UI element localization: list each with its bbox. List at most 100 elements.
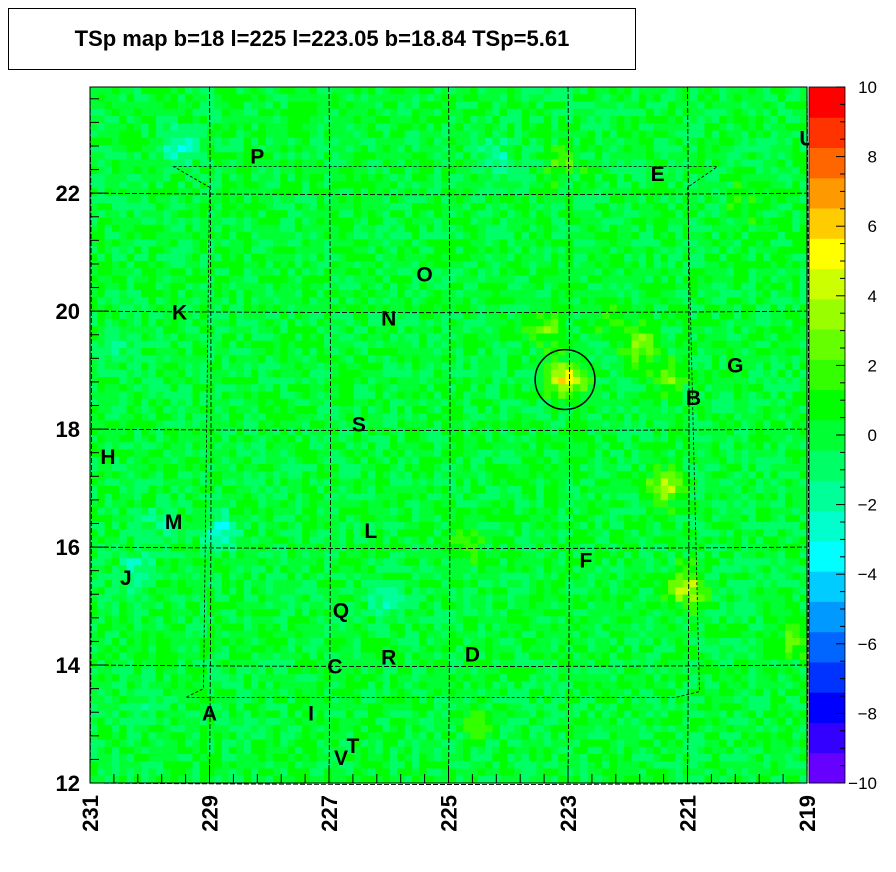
heatmap-cell [594, 435, 603, 443]
heatmap-cell [792, 384, 801, 393]
heatmap-cell [316, 217, 325, 226]
heatmap-cell [470, 166, 479, 175]
heatmap-cell [199, 442, 208, 451]
heatmap-cell [411, 239, 420, 248]
heatmap-cell [338, 246, 347, 255]
heatmap-cell [119, 181, 128, 190]
heatmap-cell [338, 130, 347, 139]
heatmap-cell [719, 108, 728, 117]
heatmap-cell [536, 413, 545, 422]
heatmap-cell [324, 239, 333, 248]
heatmap-cell [287, 333, 296, 342]
heatmap-cell [536, 311, 545, 320]
heatmap-cell [536, 253, 545, 262]
heatmap-cell [528, 145, 537, 153]
heatmap-cell [126, 435, 135, 443]
heatmap-cell [258, 333, 267, 342]
heatmap-cell [192, 398, 201, 407]
heatmap-cell [624, 435, 633, 443]
heatmap-cell [324, 333, 333, 342]
heatmap-cell [294, 369, 303, 378]
heatmap-cell [587, 311, 596, 320]
heatmap-cell [785, 224, 793, 233]
heatmap-cell [294, 268, 303, 277]
heatmap-cell [331, 297, 340, 306]
heatmap-cell [207, 123, 215, 132]
heatmap-cell [609, 362, 618, 371]
heatmap-cell [594, 384, 603, 393]
heatmap-cell [667, 94, 676, 103]
heatmap-cell [104, 108, 113, 117]
heatmap-cell [785, 145, 793, 153]
heatmap-cell [375, 123, 384, 132]
heatmap-cell [309, 174, 318, 182]
heatmap-cell [133, 362, 142, 371]
heatmap-cell [419, 116, 428, 124]
heatmap-cell [711, 268, 720, 277]
heatmap-cell [667, 290, 676, 298]
heatmap-cell [792, 145, 801, 153]
heatmap-cell [689, 282, 698, 291]
heatmap-cell [250, 290, 259, 298]
heatmap-cell [543, 137, 552, 146]
heatmap-cell [711, 319, 720, 327]
heatmap-cell [741, 108, 750, 117]
heatmap-cell [170, 398, 179, 407]
heatmap-cell [646, 420, 654, 429]
heatmap-cell [221, 304, 230, 313]
heatmap-cell [199, 406, 208, 414]
heatmap-cell [433, 101, 442, 110]
heatmap-cell [133, 130, 142, 139]
heatmap-cell [755, 232, 764, 240]
heatmap-cell [141, 246, 150, 255]
heatmap-cell [507, 152, 515, 161]
heatmap-cell [653, 108, 662, 117]
heatmap-cell [148, 427, 157, 436]
heatmap-cell [536, 137, 545, 146]
heatmap-cell [272, 290, 281, 298]
heatmap-cell [346, 362, 354, 371]
heatmap-cell [419, 253, 428, 262]
heatmap-cell [455, 442, 464, 451]
heatmap-cell [448, 275, 457, 284]
heatmap-cell [704, 442, 713, 451]
heatmap-cell [587, 123, 596, 132]
heatmap-cell [704, 210, 713, 219]
heatmap-cell [499, 224, 508, 233]
heatmap-cell [719, 268, 728, 277]
heatmap-cell [741, 166, 750, 175]
heatmap-cell [631, 253, 640, 262]
heatmap-cell [404, 290, 413, 298]
heatmap-cell [558, 174, 567, 182]
heatmap-cell [177, 253, 186, 262]
heatmap-cell [631, 297, 640, 306]
heatmap-cell [572, 304, 581, 313]
heatmap-cell [631, 94, 640, 103]
heatmap-cell [682, 253, 691, 262]
heatmap-cell [221, 188, 230, 197]
heatmap-cell [375, 239, 384, 248]
heatmap-cell [580, 282, 589, 291]
heatmap-cell [368, 123, 376, 132]
heatmap-cell [346, 348, 354, 356]
heatmap-cell [602, 384, 611, 393]
heatmap-cell [258, 348, 267, 356]
heatmap-cell [689, 355, 698, 364]
heatmap-cell [777, 246, 786, 255]
heatmap-cell [550, 268, 559, 277]
heatmap-cell [448, 181, 457, 190]
heatmap-cell [448, 137, 457, 146]
heatmap-cell [192, 159, 201, 168]
heatmap-cell [199, 188, 208, 197]
heatmap-cell [675, 435, 684, 443]
heatmap-cell [309, 195, 318, 204]
heatmap-cell [155, 369, 164, 378]
heatmap-cell [660, 87, 669, 95]
heatmap-cell [104, 282, 113, 291]
heatmap-cell [346, 355, 354, 364]
heatmap-cell [375, 253, 384, 262]
heatmap-cell [704, 268, 713, 277]
heatmap-cell [411, 355, 420, 364]
heatmap-cell [126, 275, 135, 284]
heatmap-cell [126, 282, 135, 291]
